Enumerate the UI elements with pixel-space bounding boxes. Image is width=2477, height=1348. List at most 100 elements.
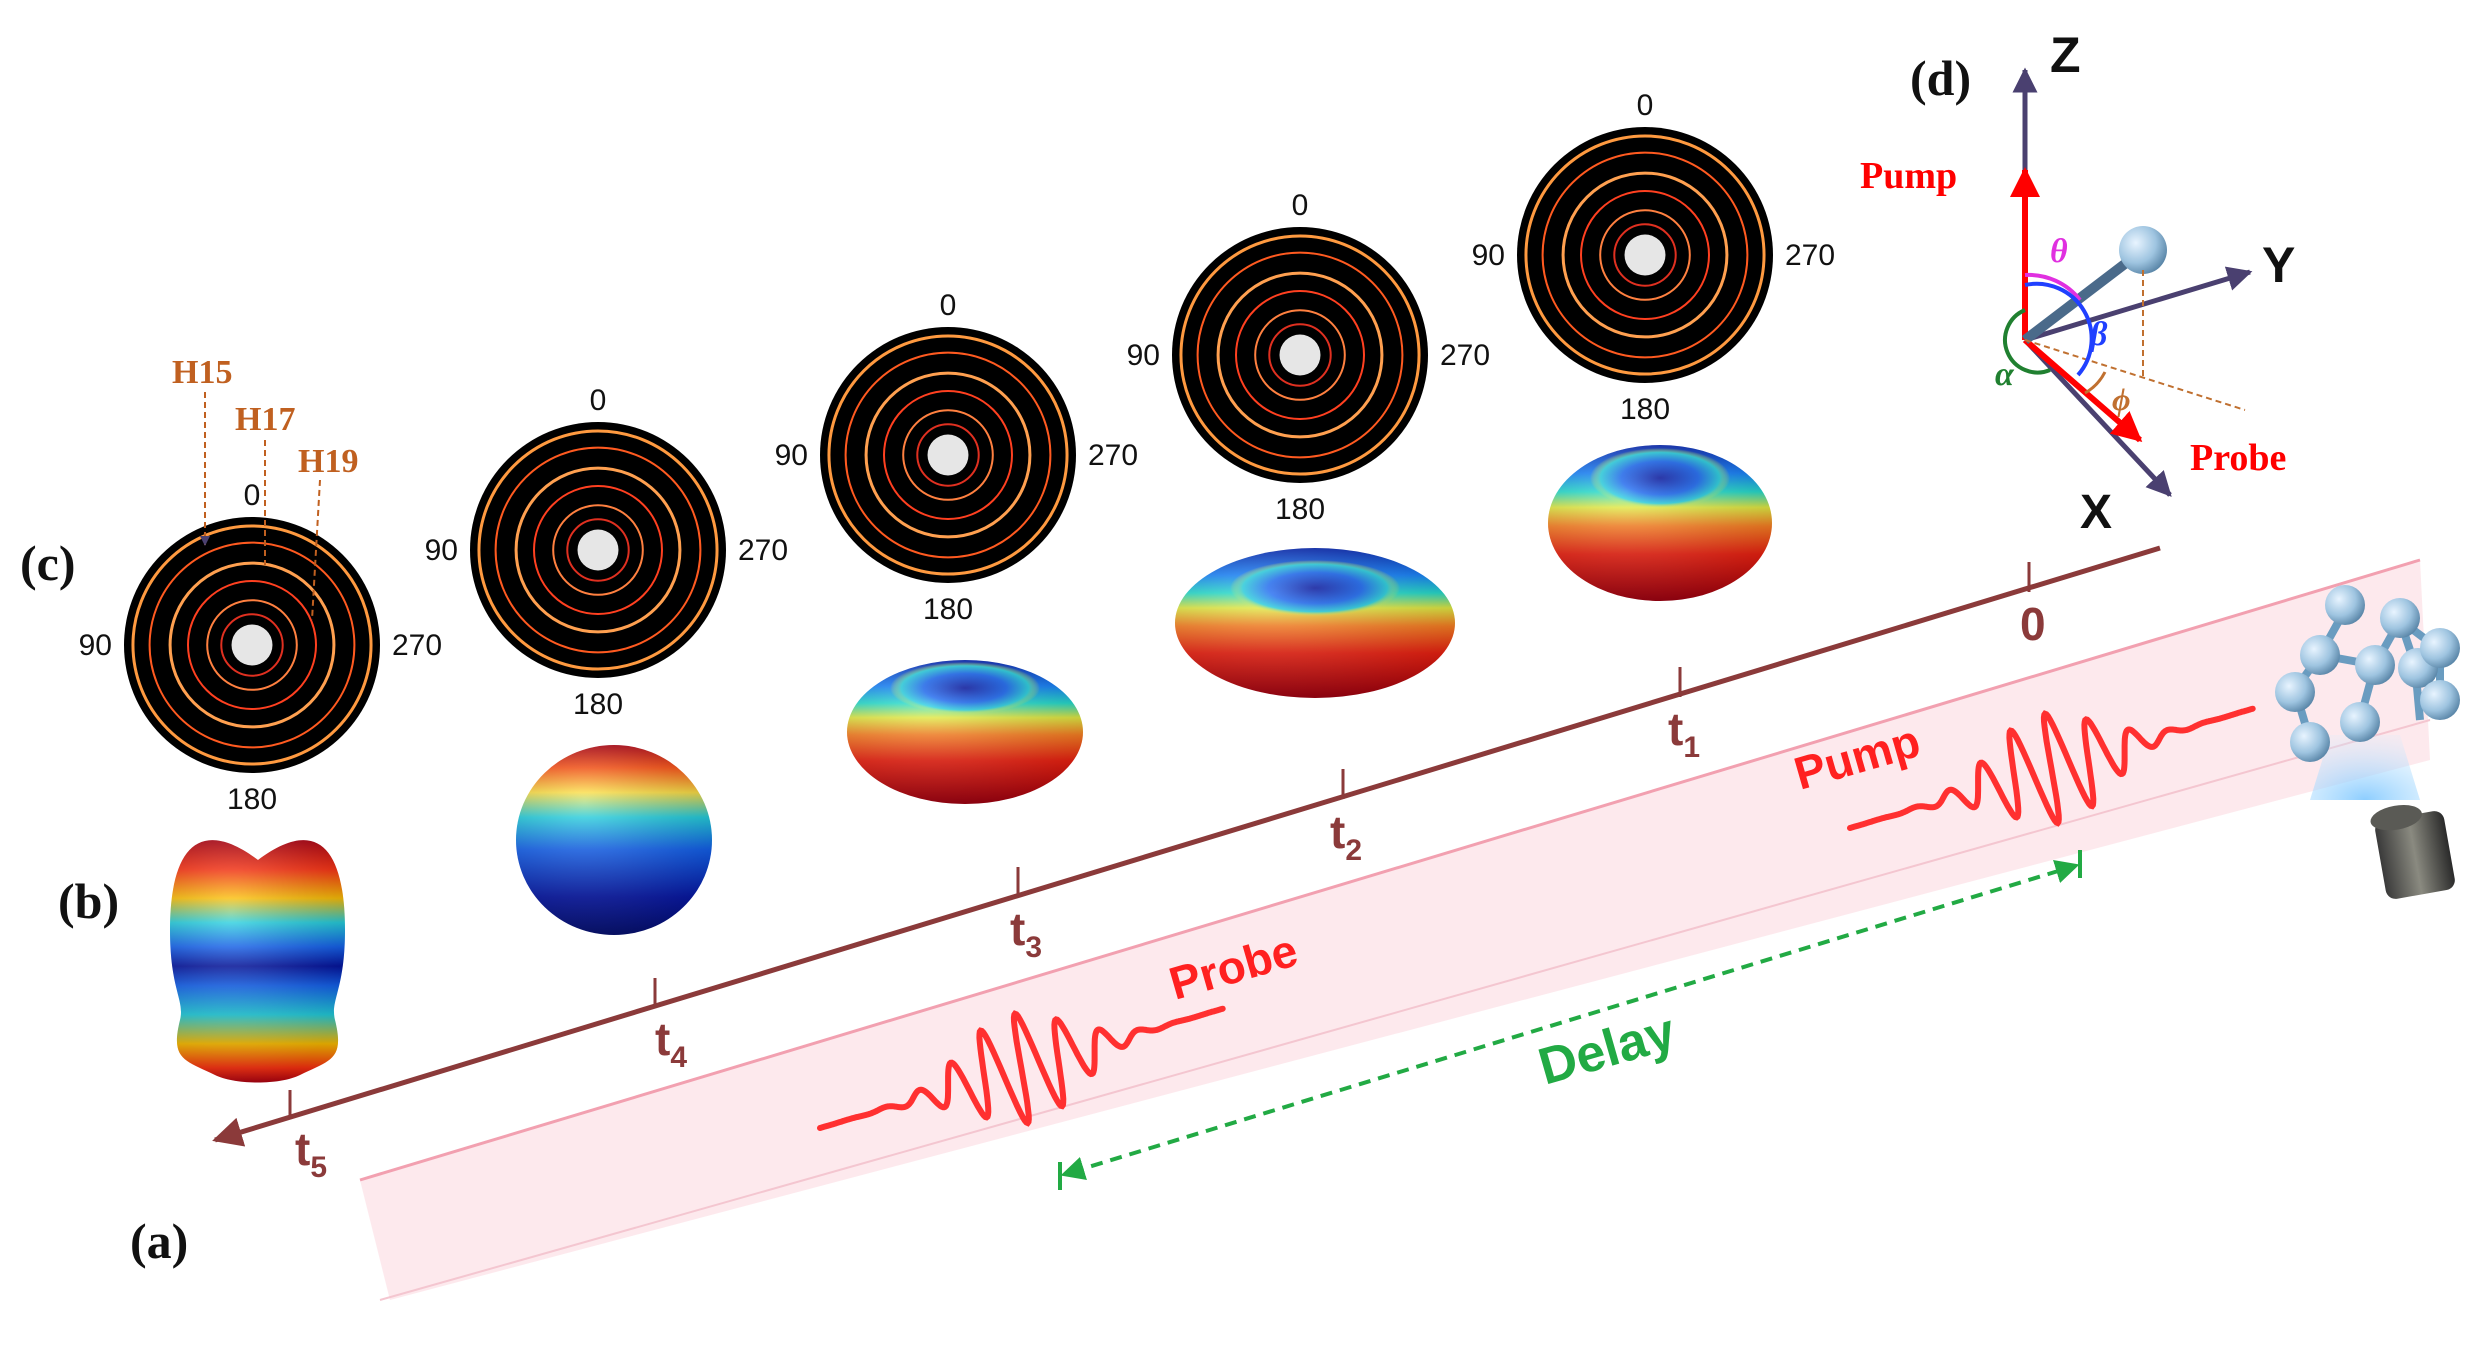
- harmonic-ring: [1561, 171, 1729, 339]
- panel-label-d: (d): [1910, 50, 1971, 106]
- polar-angle-top: 0: [940, 289, 957, 322]
- harmonic-ring: [883, 390, 1013, 520]
- timeline-tick-t3: t3: [1010, 867, 1042, 964]
- harmonic-ring: [1524, 134, 1766, 376]
- y-axis: [2024, 266, 2253, 343]
- molecule-icon: [2275, 585, 2460, 762]
- harmonic-ring: [552, 504, 644, 596]
- beam-block: [1279, 334, 1321, 376]
- harmonic-ring: [1268, 323, 1332, 387]
- timeline-tick-t4: t4: [653, 978, 687, 1074]
- tick-label-t4: t4: [655, 1013, 687, 1074]
- tick-label-0: 0: [2020, 598, 2046, 650]
- harmonic-ring: [206, 599, 298, 691]
- polar-angle-bottom: 180: [1275, 493, 1325, 526]
- tick-label-t5: t5: [295, 1123, 327, 1184]
- polar-angle-top: 0: [1637, 89, 1654, 122]
- harmonic-ring: [844, 351, 1052, 559]
- timeline: 0 t1 t2 t3 t4 t5: [212, 545, 2161, 1184]
- timeline-tick-0: 0: [2020, 562, 2046, 650]
- x-axis-label: X: [2080, 486, 2112, 539]
- alpha-label: α: [1995, 356, 2015, 393]
- beam-block: [1624, 234, 1666, 276]
- polar-angle-bottom: 180: [1620, 393, 1670, 426]
- sample-source: [2275, 585, 2460, 899]
- polar-image-t3: 0 180 90 270: [775, 289, 1138, 626]
- harmonic-ring: [187, 580, 317, 710]
- harmonic-ring: [514, 466, 682, 634]
- probe-polarization-label: Probe: [2190, 437, 2286, 479]
- distribution-t5: [170, 840, 345, 1083]
- tick-label-t1: t1: [1668, 703, 1700, 764]
- beam-block: [231, 624, 273, 666]
- beam-block: [927, 434, 969, 476]
- harmonic-ring: [131, 524, 373, 766]
- z-axis-label: Z: [2050, 27, 2081, 83]
- harmonic-ring: [1235, 290, 1365, 420]
- polar-angle-right: 270: [1440, 339, 1490, 372]
- distribution-t1: [1548, 445, 1772, 601]
- polar-angle-left: 90: [1472, 239, 1505, 272]
- phi-arc: [2084, 371, 2107, 395]
- harmonic-ring: [1216, 271, 1384, 439]
- harmonic-ring: [1179, 234, 1421, 476]
- polar-angle-top: 0: [1292, 189, 1309, 222]
- harmonic-ring: [864, 371, 1032, 539]
- harmonic-ring: [902, 409, 994, 501]
- polar-image-t4: 0 180 90 270: [425, 384, 788, 721]
- panel-label-b: (b): [58, 873, 119, 929]
- molecule-ball-icon: [2119, 226, 2167, 274]
- harmonic-ring: [566, 518, 630, 582]
- polar-angle-bottom: 180: [573, 688, 623, 721]
- polar-image-t1: 0 180 90 270: [1472, 89, 1835, 426]
- probe-polarization-arrow: [2023, 337, 2143, 443]
- x-axis: [2023, 338, 2172, 497]
- distribution-t4: [516, 745, 712, 935]
- harmonic-ring: [477, 429, 719, 671]
- timeline-tick-t5: t5: [288, 1090, 327, 1184]
- polar-image-t5: 0 180 90 270: [79, 479, 442, 816]
- gas-cone: [2310, 735, 2420, 800]
- harmonic-ring: [494, 446, 702, 654]
- harmonic-ring: [916, 423, 980, 487]
- harmonic-label-h19: H19: [298, 443, 358, 480]
- timeline-tick-t2: t2: [1330, 769, 1362, 867]
- distribution-t2: [1175, 548, 1455, 698]
- polar-angle-left: 90: [79, 629, 112, 662]
- polar-angle-left: 90: [425, 534, 458, 567]
- panel-label-c: (c): [20, 535, 76, 591]
- coordinate-frame: Z Y X Pump Probe θ β α ϕ: [1860, 27, 2295, 539]
- tick-label-t3: t3: [1010, 903, 1042, 964]
- delay-arrow: [1060, 860, 2080, 1180]
- polar-angle-top: 0: [590, 384, 607, 417]
- distribution-t3: [847, 660, 1083, 804]
- harmonic-ring: [220, 613, 284, 677]
- beam-block: [577, 529, 619, 571]
- delay-label: Delay: [1532, 1003, 1681, 1097]
- harmonic-annotations: H15 H17 H19: [172, 354, 358, 621]
- alpha-arc: [2003, 308, 2051, 375]
- alignment-distributions: [170, 445, 1772, 1083]
- harmonic-ring: [1254, 309, 1346, 401]
- theta-arc: [2024, 272, 2082, 302]
- harmonic-ring: [533, 485, 663, 615]
- y-axis-label: Y: [2262, 237, 2295, 293]
- harmonic-ring: [1196, 251, 1404, 459]
- tick-label-t2: t2: [1330, 806, 1362, 867]
- harmonic-ring: [148, 541, 356, 749]
- polar-angle-right: 270: [1785, 239, 1835, 272]
- harmonic-ring: [1599, 209, 1691, 301]
- harmonic-ring: [1580, 190, 1710, 320]
- polar-angle-bottom: 180: [923, 593, 973, 626]
- polar-angle-bottom: 180: [227, 783, 277, 816]
- beta-label: β: [2088, 316, 2108, 353]
- polar-angle-top: 0: [244, 479, 261, 512]
- pump-polarization-label: Pump: [1860, 155, 1957, 197]
- phi-label: ϕ: [2112, 381, 2131, 417]
- panel-label-a: (a): [130, 1213, 188, 1269]
- polar-angle-left: 90: [775, 439, 808, 472]
- timeline-axis: [212, 545, 2161, 1147]
- harmonic-ring: [827, 334, 1069, 576]
- polar-angle-left: 90: [1127, 339, 1160, 372]
